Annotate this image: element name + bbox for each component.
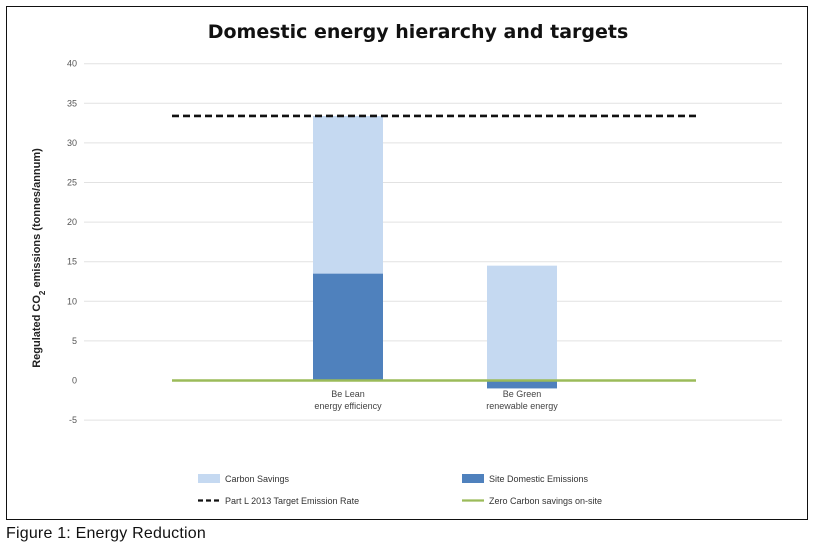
category-label: Be Green: [503, 389, 542, 399]
y-tick-label: 15: [67, 257, 77, 267]
legend-swatch: [198, 474, 220, 483]
y-tick-label: 30: [67, 138, 77, 148]
category-label: Be Lean: [331, 389, 365, 399]
legend-label: Zero Carbon savings on-site: [489, 496, 602, 506]
legend-swatch: [462, 474, 484, 483]
chart-frame: [6, 6, 808, 520]
y-tick-label: 25: [67, 178, 77, 188]
y-tick-label: 40: [67, 59, 77, 69]
legend-label: Part L 2013 Target Emission Rate: [225, 496, 359, 506]
category-label: energy efficiency: [314, 401, 382, 411]
legend-label: Site Domestic Emissions: [489, 474, 589, 484]
bar-carbon-savings: [313, 115, 383, 274]
y-tick-label: -5: [69, 415, 77, 425]
y-tick-label: 10: [67, 296, 77, 306]
y-tick-label: 0: [72, 376, 77, 386]
legend-label: Carbon Savings: [225, 474, 290, 484]
category-label: renewable energy: [486, 401, 558, 411]
y-tick-label: 5: [72, 336, 77, 346]
y-tick-label: 20: [67, 217, 77, 227]
y-tick-label: 35: [67, 98, 77, 108]
figure-caption: Figure 1: Energy Reduction: [6, 525, 206, 542]
chart-title: Domestic energy hierarchy and targets: [208, 21, 629, 43]
bar-site-domestic-emissions: [313, 273, 383, 381]
bar-carbon-savings: [487, 265, 557, 381]
bar-site-domestic-emissions: [487, 380, 557, 389]
y-axis-label: Regulated CO2 emissions (tonnes/annum): [31, 148, 47, 368]
chart: Domestic energy hierarchy and targets -5 0…: [31, 21, 782, 506]
